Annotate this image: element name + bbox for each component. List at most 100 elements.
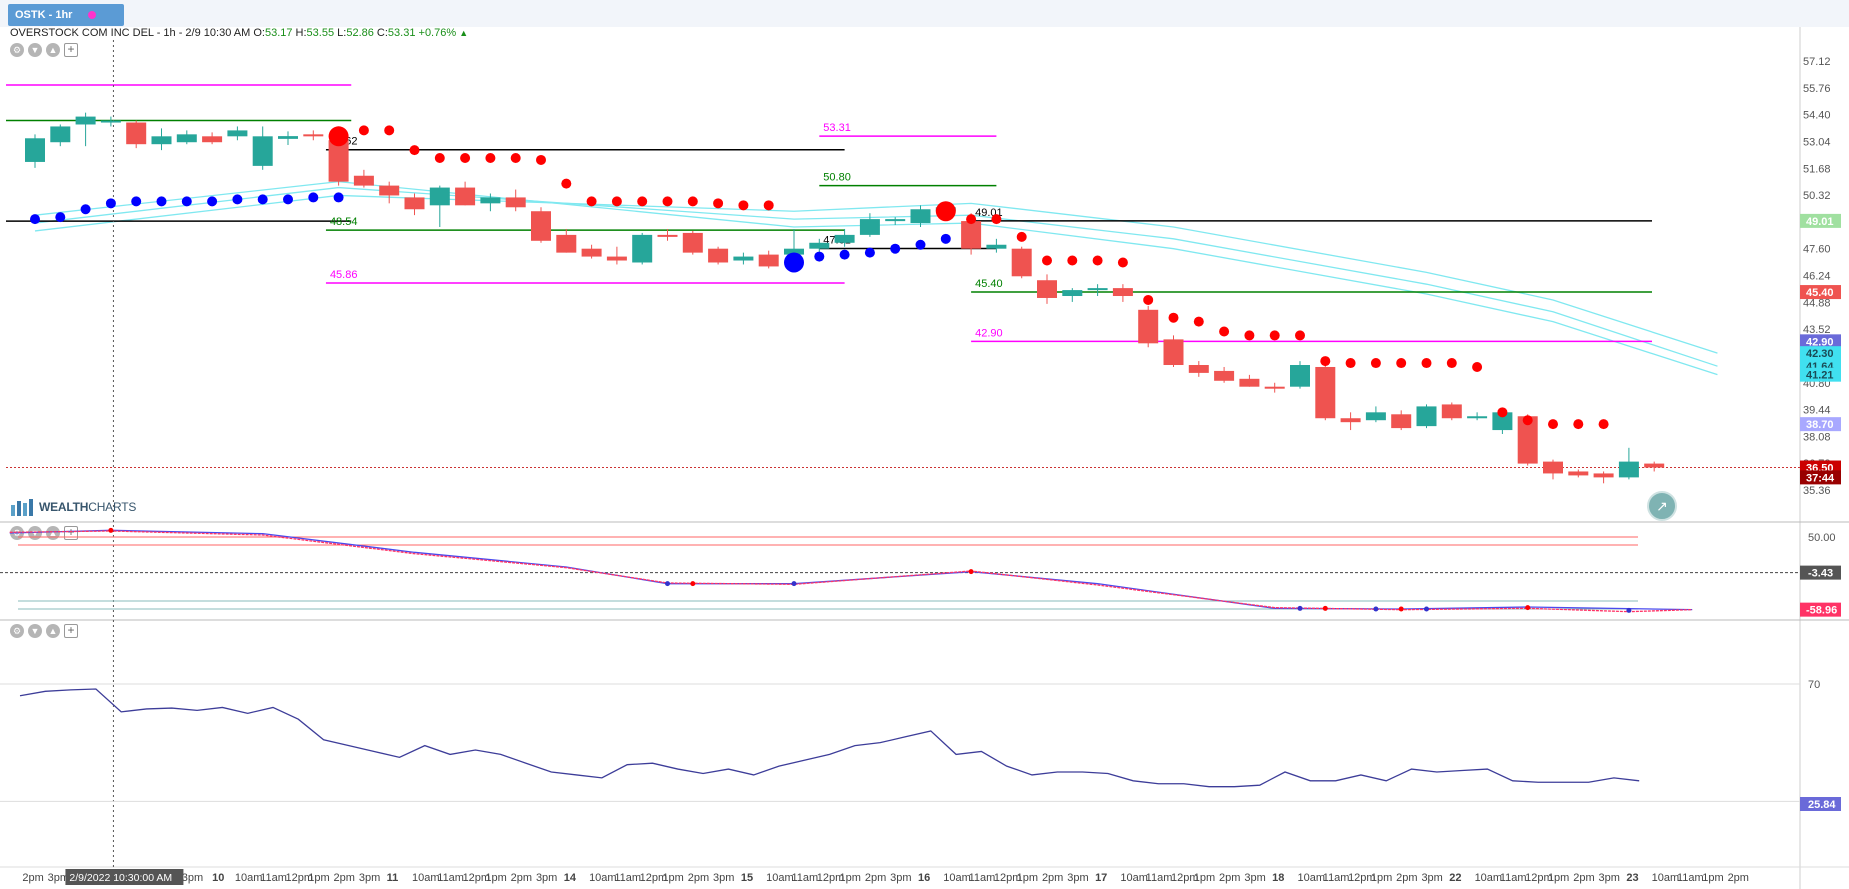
candle-body[interactable] bbox=[1112, 288, 1133, 297]
osc-tick-label: 50.00 bbox=[1808, 532, 1836, 544]
wealthcharts-logo-icon bbox=[11, 499, 33, 516]
candle-body[interactable] bbox=[1239, 378, 1260, 387]
candle-body[interactable] bbox=[75, 116, 96, 125]
candle-body[interactable] bbox=[606, 256, 627, 261]
plus-icon[interactable]: + bbox=[64, 43, 78, 57]
psar-dot-red bbox=[1092, 255, 1103, 266]
candle-body[interactable] bbox=[708, 248, 729, 263]
candle-body[interactable] bbox=[176, 134, 197, 143]
gear-icon[interactable]: ⚙ bbox=[10, 624, 24, 638]
candle-body[interactable] bbox=[961, 221, 982, 249]
ohlc-info: OVERSTOCK COM INC DEL - 1h - 2/9 10:30 A… bbox=[10, 27, 468, 39]
candle-body[interactable] bbox=[632, 234, 653, 263]
candle-body[interactable] bbox=[531, 211, 551, 241]
time-tick-label: 11am bbox=[614, 872, 641, 884]
candle-body[interactable] bbox=[328, 140, 349, 182]
psar-dot-red bbox=[536, 154, 546, 165]
candle-body[interactable] bbox=[1214, 370, 1235, 381]
candle-body[interactable] bbox=[1315, 366, 1336, 419]
candle-body[interactable] bbox=[1492, 412, 1513, 431]
candle-body[interactable] bbox=[1391, 414, 1412, 429]
candle-body[interactable] bbox=[986, 244, 1007, 249]
chevron-down-icon[interactable]: ▼ bbox=[28, 43, 42, 57]
candle-body[interactable] bbox=[404, 197, 425, 210]
candle-body[interactable] bbox=[480, 197, 501, 204]
candle-body[interactable] bbox=[1365, 412, 1386, 421]
candle-body[interactable] bbox=[733, 256, 754, 261]
level-label: 50.80 bbox=[823, 172, 851, 184]
candle-body[interactable] bbox=[556, 234, 577, 253]
logo-text: WEALTHCHARTS bbox=[39, 500, 137, 514]
candle-body[interactable] bbox=[252, 136, 273, 166]
candle-body[interactable] bbox=[1062, 290, 1083, 297]
top-bar bbox=[0, 0, 1849, 27]
candle-body[interactable] bbox=[1441, 404, 1462, 419]
candle-body[interactable] bbox=[455, 187, 476, 206]
candle-body[interactable] bbox=[834, 234, 855, 243]
candle-body[interactable] bbox=[682, 232, 703, 253]
candle-body[interactable] bbox=[151, 136, 172, 145]
candle-body[interactable] bbox=[1543, 461, 1563, 474]
candle-body[interactable] bbox=[1618, 461, 1639, 478]
candle-body[interactable] bbox=[126, 122, 147, 145]
candle-body[interactable] bbox=[1138, 309, 1159, 344]
psar-dot-red bbox=[1042, 255, 1052, 266]
candle-body[interactable] bbox=[1517, 416, 1538, 464]
psar-dot-red bbox=[611, 196, 622, 207]
candle-body[interactable] bbox=[202, 136, 223, 143]
candle-body[interactable] bbox=[100, 120, 121, 123]
candle-body[interactable] bbox=[1340, 418, 1361, 423]
chevron-down-icon[interactable]: ▼ bbox=[28, 624, 42, 638]
open-value: 53.17 bbox=[264, 27, 293, 39]
candle-body[interactable] bbox=[1264, 386, 1285, 389]
psar-dot-red bbox=[1016, 231, 1027, 242]
low-value: 52.86 bbox=[346, 27, 374, 39]
candle-body[interactable] bbox=[278, 136, 298, 139]
candle-body[interactable] bbox=[784, 248, 804, 255]
time-tick-label: 18 bbox=[1272, 872, 1284, 884]
price-badge bbox=[1800, 367, 1841, 382]
chevron-up-icon[interactable]: ▲ bbox=[46, 43, 60, 57]
psar-dot-red bbox=[1370, 358, 1381, 369]
candle-body[interactable] bbox=[1037, 280, 1057, 298]
candle-body[interactable] bbox=[25, 138, 45, 162]
candle-body[interactable] bbox=[1593, 473, 1614, 478]
candle-body[interactable] bbox=[885, 219, 906, 222]
candle-body[interactable] bbox=[1188, 365, 1209, 373]
gear-icon[interactable]: ⚙ bbox=[10, 43, 24, 57]
candle-body[interactable] bbox=[859, 219, 880, 235]
candle-body[interactable] bbox=[657, 234, 678, 237]
candle-body[interactable] bbox=[50, 126, 71, 143]
candle-body[interactable] bbox=[910, 209, 931, 224]
symbol-tab[interactable]: OSTK - 1hr bbox=[8, 4, 124, 26]
candle-body[interactable] bbox=[1568, 471, 1589, 476]
band-line bbox=[34, 181, 1718, 376]
candle-body[interactable] bbox=[1163, 339, 1184, 366]
psar-dot-red bbox=[991, 214, 1002, 225]
candle-body[interactable] bbox=[1644, 463, 1665, 468]
candle-body[interactable] bbox=[1087, 288, 1108, 291]
candle-body[interactable] bbox=[353, 175, 374, 186]
trend-up-icon[interactable]: ↗ bbox=[1647, 491, 1677, 521]
osc-dot bbox=[1322, 605, 1328, 611]
candle-body[interactable] bbox=[303, 134, 324, 137]
candle-body[interactable] bbox=[1416, 406, 1437, 427]
osc-dot bbox=[690, 581, 696, 587]
candle-body[interactable] bbox=[758, 254, 779, 267]
candle-body[interactable] bbox=[1290, 365, 1310, 387]
candle-body[interactable] bbox=[379, 185, 400, 196]
candle-body[interactable] bbox=[581, 248, 602, 257]
price-badge bbox=[1800, 417, 1841, 432]
osc-badge bbox=[1800, 565, 1841, 580]
candle-body[interactable] bbox=[1467, 416, 1488, 419]
candle-body[interactable] bbox=[1011, 248, 1032, 277]
candle-body[interactable] bbox=[809, 242, 830, 249]
chevron-up-icon[interactable]: ▲ bbox=[46, 624, 60, 638]
candle-body[interactable] bbox=[505, 197, 526, 208]
plus-icon[interactable]: + bbox=[64, 624, 78, 638]
candle-body[interactable] bbox=[227, 130, 248, 137]
time-tick-label: 1pm bbox=[1371, 872, 1392, 884]
osc-dot bbox=[1297, 605, 1303, 611]
candle-body[interactable] bbox=[429, 187, 450, 206]
